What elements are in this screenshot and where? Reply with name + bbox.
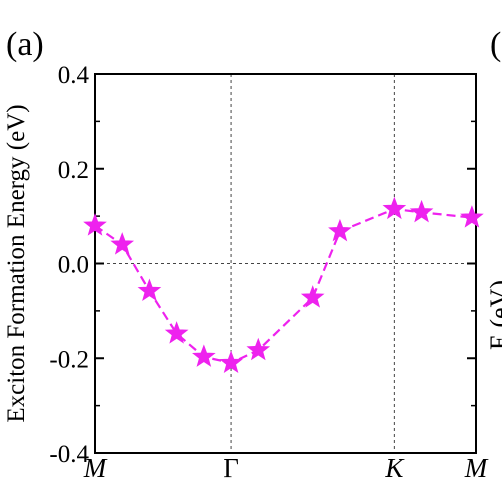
x-tick-label: Γ	[223, 453, 239, 483]
axis-labels: -0.4 -0.2 0.0 0.2 0.4 M Γ K M Exciton Formation E…	[3, 62, 489, 483]
y-tick-label: -0.4	[49, 441, 89, 468]
plot-frame	[94, 73, 477, 454]
y-tick-label: 0.0	[58, 252, 89, 279]
axes	[94, 73, 477, 454]
x-tick-label: M	[83, 453, 108, 483]
data-point-star	[246, 337, 271, 361]
y-axis-label: Exciton Formation Energy (eV)	[3, 104, 30, 422]
data-point-star	[409, 199, 434, 223]
data-point-star	[110, 232, 135, 255]
next-panel-label-fragment: (	[490, 26, 502, 63]
y-tick-label: 0.2	[58, 157, 89, 184]
data-point-star	[83, 213, 107, 236]
data-point-star	[300, 285, 325, 308]
data-point-star	[192, 344, 216, 367]
data-point-star	[219, 350, 243, 374]
x-tick-label: M	[464, 453, 489, 483]
data-point-star	[460, 205, 484, 228]
y-tick-label: 0.4	[58, 62, 90, 89]
data-point-star	[382, 196, 407, 220]
reference-lines	[95, 74, 476, 453]
data-point-star	[137, 278, 162, 302]
data-point-star	[164, 321, 189, 344]
x-tick-label: K	[384, 453, 405, 483]
data-point-star	[328, 218, 352, 242]
y-tick-label: -0.2	[49, 346, 89, 373]
panel-label: (a)	[6, 26, 44, 63]
data-series	[83, 196, 484, 374]
